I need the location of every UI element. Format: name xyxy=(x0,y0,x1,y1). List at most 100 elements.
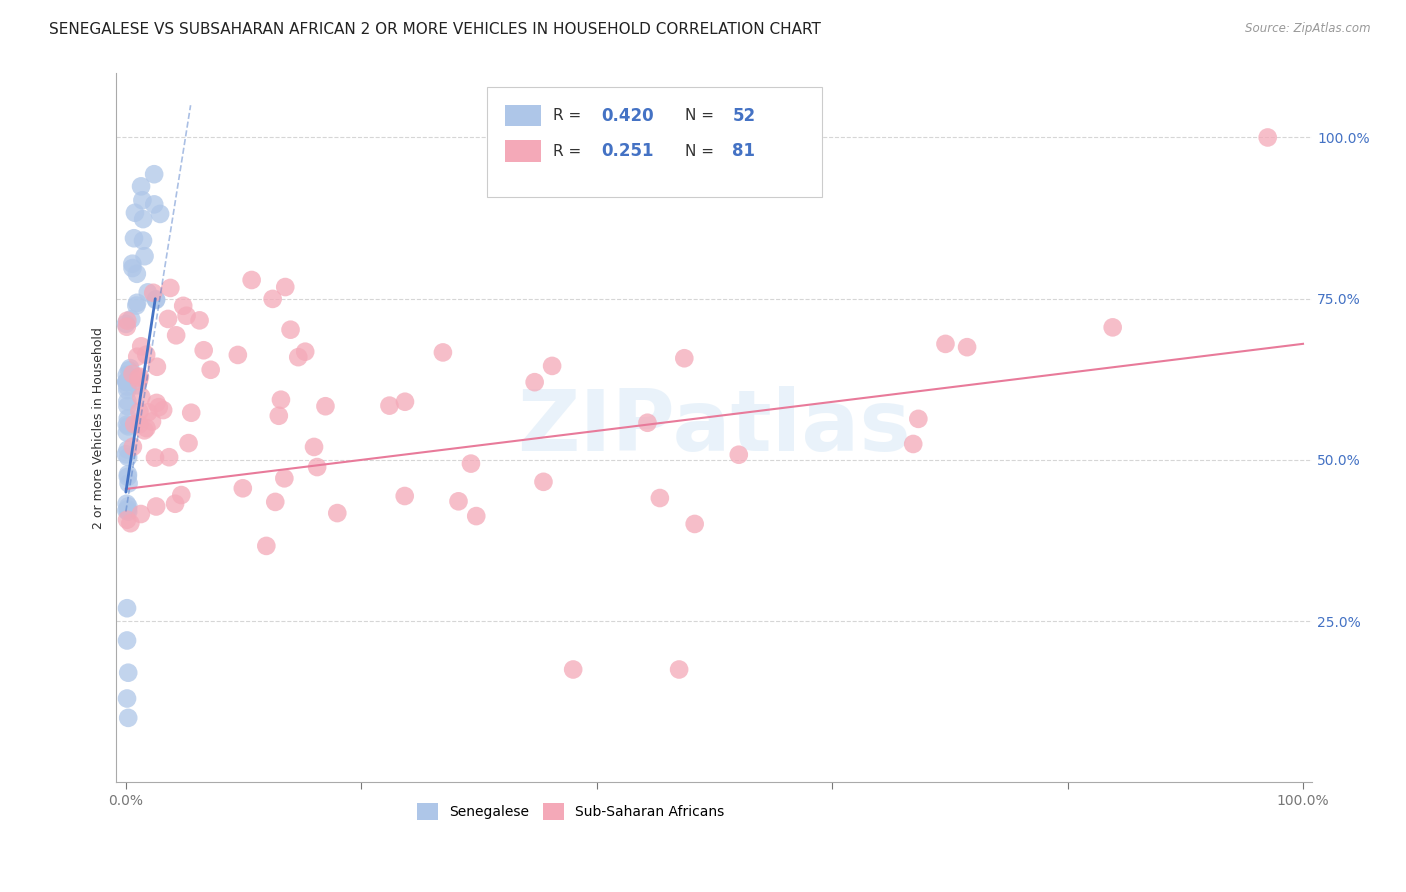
Point xyxy=(115,368,138,382)
Point xyxy=(115,319,138,334)
Point xyxy=(172,299,194,313)
Point xyxy=(115,497,138,511)
Point xyxy=(117,394,139,409)
Point xyxy=(115,601,138,615)
Point xyxy=(117,467,139,482)
Text: Source: ZipAtlas.com: Source: ZipAtlas.com xyxy=(1246,22,1371,36)
Point xyxy=(142,285,165,300)
Point xyxy=(903,437,925,451)
Point xyxy=(117,502,139,516)
Text: ZIPatlas: ZIPatlas xyxy=(517,386,911,469)
Point xyxy=(141,415,163,429)
Text: R =: R = xyxy=(553,108,586,123)
Point xyxy=(115,633,138,648)
Point xyxy=(117,442,139,457)
Point xyxy=(135,421,157,435)
Point xyxy=(264,495,287,509)
Point xyxy=(523,375,546,389)
Point xyxy=(134,249,156,263)
Point xyxy=(132,234,155,248)
Point xyxy=(122,231,145,245)
Point xyxy=(115,425,138,440)
Point xyxy=(129,369,152,384)
Point xyxy=(117,711,139,725)
Point xyxy=(267,409,290,423)
Point xyxy=(326,506,349,520)
Point xyxy=(115,375,138,389)
Point xyxy=(118,363,141,377)
Point xyxy=(149,207,172,221)
Point xyxy=(159,281,181,295)
Point xyxy=(177,436,200,450)
Point xyxy=(200,363,222,377)
Text: 0.420: 0.420 xyxy=(600,106,654,125)
Point xyxy=(115,417,138,432)
Point xyxy=(122,440,145,454)
Point xyxy=(115,447,138,461)
Point xyxy=(378,399,401,413)
Point xyxy=(145,396,167,410)
Point xyxy=(273,471,295,485)
Point xyxy=(465,509,488,524)
Point xyxy=(432,345,454,359)
Point xyxy=(934,337,956,351)
Point xyxy=(120,361,142,376)
Point xyxy=(128,374,150,388)
Point xyxy=(132,212,155,227)
Point xyxy=(274,280,297,294)
Y-axis label: 2 or more Vehicles in Household: 2 or more Vehicles in Household xyxy=(93,326,105,529)
Text: N =: N = xyxy=(685,108,718,123)
Point xyxy=(115,503,138,517)
Point xyxy=(683,516,706,531)
Point xyxy=(727,448,749,462)
Point xyxy=(180,406,202,420)
Point xyxy=(280,323,302,337)
Point xyxy=(136,285,159,300)
Point xyxy=(188,313,211,327)
Point xyxy=(117,379,139,393)
Point xyxy=(262,292,284,306)
Point xyxy=(541,359,564,373)
Point xyxy=(165,497,187,511)
Point xyxy=(134,423,156,437)
Point xyxy=(956,340,979,354)
Point xyxy=(136,405,159,419)
Text: N =: N = xyxy=(685,144,718,159)
Point xyxy=(127,350,149,364)
Point xyxy=(314,399,336,413)
Point xyxy=(302,440,325,454)
FancyBboxPatch shape xyxy=(488,87,823,197)
Point xyxy=(115,375,138,389)
Point xyxy=(135,348,157,362)
Point xyxy=(129,179,152,194)
Point xyxy=(226,348,249,362)
Point xyxy=(562,663,585,677)
Point xyxy=(117,419,139,434)
Text: 81: 81 xyxy=(733,142,755,160)
Point xyxy=(1257,130,1279,145)
Legend: Senegalese, Sub-Saharan Africans: Senegalese, Sub-Saharan Africans xyxy=(412,797,730,825)
Point xyxy=(254,539,277,553)
Text: 0.251: 0.251 xyxy=(600,142,654,160)
Point xyxy=(287,350,309,364)
Point xyxy=(117,470,139,484)
Point xyxy=(117,500,139,514)
Point xyxy=(232,481,254,495)
Point xyxy=(117,399,139,413)
Point xyxy=(668,663,690,677)
Point xyxy=(1101,320,1123,334)
Point xyxy=(270,392,292,407)
Point xyxy=(157,450,180,465)
Point xyxy=(117,313,139,327)
Point xyxy=(145,293,167,307)
Point xyxy=(170,488,193,502)
Point xyxy=(121,257,143,271)
Point xyxy=(176,309,198,323)
Point xyxy=(125,267,148,281)
Point xyxy=(117,383,139,397)
FancyBboxPatch shape xyxy=(505,140,541,161)
Point xyxy=(157,312,180,326)
Point xyxy=(125,299,148,313)
Text: SENEGALESE VS SUBSAHARAN AFRICAN 2 OR MORE VEHICLES IN HOUSEHOLD CORRELATION CHA: SENEGALESE VS SUBSAHARAN AFRICAN 2 OR MO… xyxy=(49,22,821,37)
Point xyxy=(648,491,671,505)
